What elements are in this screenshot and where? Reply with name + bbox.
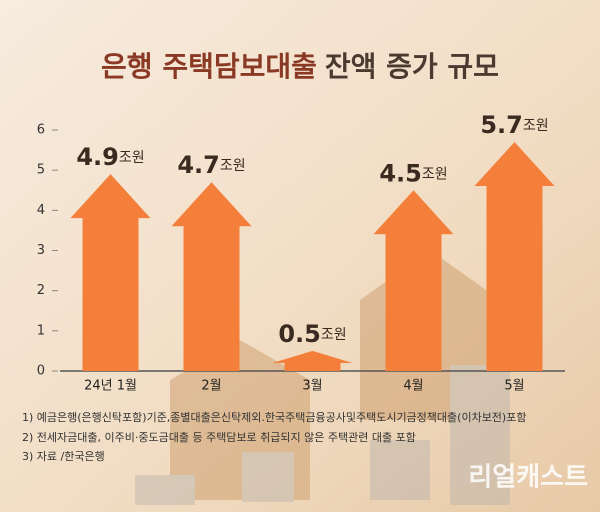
value-label: 0.5조원 (278, 320, 346, 348)
value-label: 4.7조원 (177, 151, 245, 179)
x-tick-label: 5월 (504, 379, 524, 394)
arrow-bar (70, 174, 151, 371)
value-number: 4.9 (76, 143, 119, 171)
footnote: 3) 자료 /한국은행 (22, 450, 105, 463)
x-tick-label: 3월 (302, 379, 322, 394)
value-label: 4.9조원 (76, 143, 144, 171)
y-tick-label: 1 (37, 323, 45, 338)
title-highlight: 은행 주택담보대출 (101, 50, 317, 83)
value-unit: 조원 (523, 118, 549, 134)
arrow-bar (272, 350, 353, 371)
arrow-bar (373, 190, 454, 371)
arrow-bar (171, 182, 252, 371)
footnote: 2) 전세자금대출, 이주비·중도금대출 등 주택담보로 취급되지 않은 주택관… (22, 431, 416, 444)
value-label: 5.7조원 (480, 111, 548, 139)
x-tick-label: 4월 (403, 379, 423, 394)
y-tick-label: 6 (37, 123, 45, 138)
value-label: 4.5조원 (379, 159, 447, 187)
footnote: 1) 예금은행(은행신탁포함)기준,종별대출은신탁제외.한국주택금융공사및주택도… (22, 411, 526, 424)
arrow-bar (474, 142, 555, 371)
x-tick-label: 2월 (201, 379, 221, 394)
chart-title: 은행 주택담보대출 잔액 증가 규모 (101, 50, 499, 83)
y-tick-label: 3 (37, 243, 45, 258)
value-number: 4.7 (177, 151, 220, 179)
value-unit: 조원 (220, 158, 246, 174)
y-tick-label: 2 (37, 283, 45, 298)
y-tick-label: 0 (37, 364, 45, 379)
watermark: 리얼캐스트 (468, 463, 588, 493)
value-unit: 조원 (422, 166, 448, 182)
y-tick-label: 4 (37, 203, 45, 218)
value-number: 0.5 (278, 320, 321, 348)
value-number: 5.7 (480, 111, 523, 139)
title-rest: 잔액 증가 규모 (325, 50, 499, 83)
x-tick-label: 24년 1월 (84, 379, 137, 394)
value-unit: 조원 (119, 150, 145, 166)
value-unit: 조원 (321, 327, 347, 343)
value-number: 4.5 (379, 159, 422, 187)
y-tick-label: 5 (37, 163, 45, 178)
